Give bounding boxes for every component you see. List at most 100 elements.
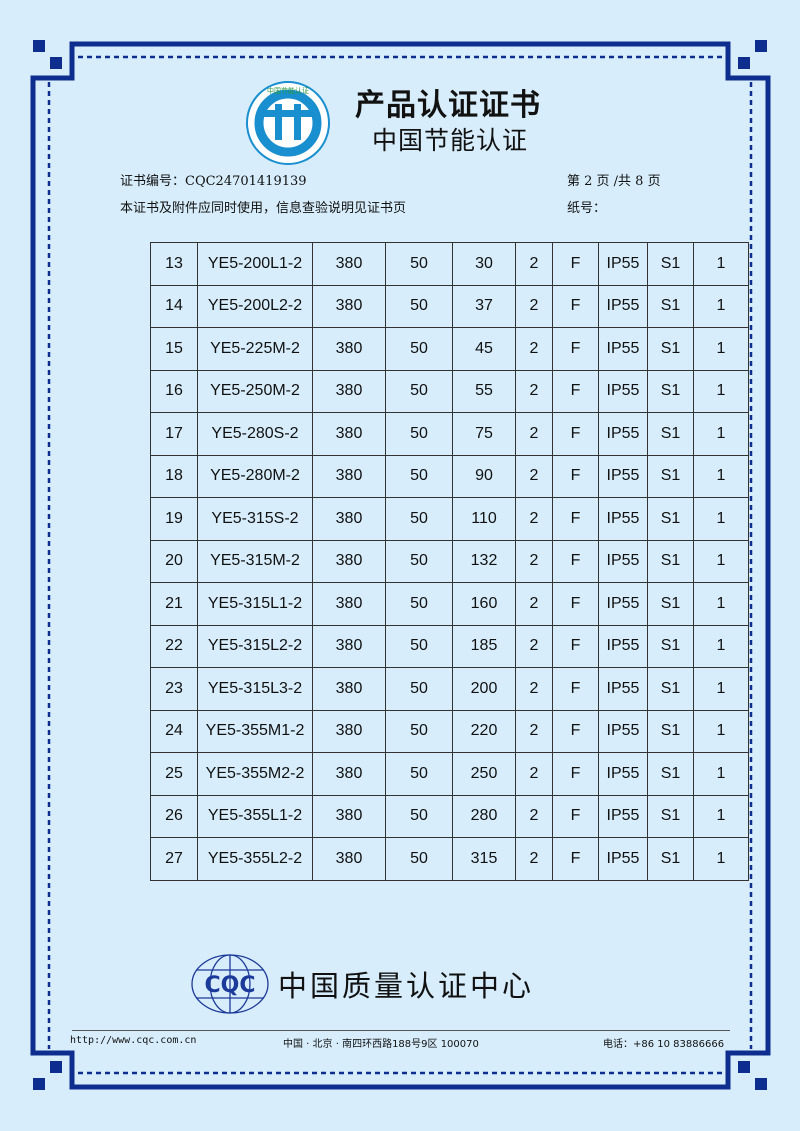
table-cell: IP55	[598, 412, 648, 456]
table-cell: 380	[312, 794, 386, 838]
table-cell: 2	[515, 837, 553, 881]
certificate-title: 产品认证证书	[355, 88, 541, 123]
table-cell: 15	[150, 327, 198, 371]
table-cell: S1	[647, 284, 694, 328]
table-cell: 380	[312, 539, 386, 583]
table-cell: 27	[150, 837, 198, 881]
table-cell: YE5-315L2-2	[197, 624, 313, 668]
footer-divider	[72, 1030, 730, 1031]
table-cell: F	[552, 794, 599, 838]
table-cell: 1	[693, 327, 749, 371]
table-cell: 2	[515, 369, 553, 413]
table-cell: YE5-315S-2	[197, 497, 313, 541]
table-cell: YE5-280M-2	[197, 454, 313, 498]
table-cell: IP55	[598, 454, 648, 498]
table-cell: 21	[150, 582, 198, 626]
energy-conservation-logo: 中国节能认证	[246, 81, 330, 165]
table-cell: S1	[647, 369, 694, 413]
table-cell: 200	[452, 667, 516, 711]
table-cell: IP55	[598, 369, 648, 413]
table-cell: YE5-200L1-2	[197, 242, 313, 286]
table-row: 13 YE5-200L1-2 380 50 30 2 F IP55 S1 1	[150, 242, 749, 286]
table-cell: 250	[452, 752, 516, 796]
table-cell: F	[552, 667, 599, 711]
table-cell: S1	[647, 582, 694, 626]
table-cell: S1	[647, 752, 694, 796]
table-cell: 50	[385, 369, 453, 413]
phone: 电话：+86 10 83886666	[603, 1039, 725, 1050]
table-cell: S1	[647, 327, 694, 371]
table-cell: YE5-355L1-2	[197, 794, 313, 838]
table-cell: 14	[150, 284, 198, 328]
table-cell: 50	[385, 667, 453, 711]
table-row: 19 YE5-315S-2 380 50 110 2 F IP55 S1 1	[150, 497, 749, 541]
table-cell: 280	[452, 794, 516, 838]
table-cell: YE5-250M-2	[197, 369, 313, 413]
table-cell: 380	[312, 369, 386, 413]
table-cell: 20	[150, 539, 198, 583]
table-cell: F	[552, 284, 599, 328]
table-cell: 220	[452, 709, 516, 753]
table-cell: 50	[385, 497, 453, 541]
table-cell: YE5-355L2-2	[197, 837, 313, 881]
website-link[interactable]: http://www.cqc.com.cn	[70, 1035, 197, 1046]
table-cell: 1	[693, 624, 749, 668]
table-row: 21 YE5-315L1-2 380 50 160 2 F IP55 S1 1	[150, 582, 749, 626]
table-cell: 50	[385, 242, 453, 286]
table-cell: 50	[385, 454, 453, 498]
table-cell: 380	[312, 709, 386, 753]
cqc-logo: CQC	[191, 954, 269, 1014]
table-cell: YE5-315L1-2	[197, 582, 313, 626]
table-row: 14 YE5-200L2-2 380 50 37 2 F IP55 S1 1	[150, 284, 749, 328]
table-cell: F	[552, 582, 599, 626]
certificate-subtitle: 中国节能认证	[372, 126, 529, 155]
table-cell: IP55	[598, 327, 648, 371]
table-cell: 50	[385, 284, 453, 328]
table-cell: IP55	[598, 837, 648, 881]
table-cell: 110	[452, 497, 516, 541]
table-cell: IP55	[598, 794, 648, 838]
table-cell: 160	[452, 582, 516, 626]
table-cell: 1	[693, 497, 749, 541]
table-cell: 380	[312, 624, 386, 668]
table-cell: IP55	[598, 242, 648, 286]
table-cell: 2	[515, 284, 553, 328]
table-cell: 1	[693, 412, 749, 456]
table-cell: 13	[150, 242, 198, 286]
page-info: 第 2 页 /共 8 页	[567, 174, 661, 189]
table-row: 23 YE5-315L3-2 380 50 200 2 F IP55 S1 1	[150, 667, 749, 711]
table-cell: YE5-355M2-2	[197, 752, 313, 796]
table-cell: 2	[515, 497, 553, 541]
table-cell: F	[552, 454, 599, 498]
table-cell: 2	[515, 327, 553, 371]
table-cell: S1	[647, 624, 694, 668]
logo-text-top: 中国节能认证	[267, 86, 309, 95]
table-cell: 2	[515, 667, 553, 711]
table-cell: 380	[312, 667, 386, 711]
table-cell: 26	[150, 794, 198, 838]
table-cell: F	[552, 752, 599, 796]
table-cell: S1	[647, 242, 694, 286]
table-cell: 1	[693, 454, 749, 498]
table-cell: 1	[693, 242, 749, 286]
table-cell: F	[552, 497, 599, 541]
table-cell: 22	[150, 624, 198, 668]
org-name: 中国质量认证中心	[278, 969, 535, 1003]
table-cell: F	[552, 327, 599, 371]
table-cell: S1	[647, 539, 694, 583]
table-row: 18 YE5-280M-2 380 50 90 2 F IP55 S1 1	[150, 454, 749, 498]
table-cell: 50	[385, 624, 453, 668]
table-cell: F	[552, 539, 599, 583]
table-cell: 380	[312, 582, 386, 626]
table-row: 25 YE5-355M2-2 380 50 250 2 F IP55 S1 1	[150, 752, 749, 796]
table-cell: IP55	[598, 752, 648, 796]
table-cell: 90	[452, 454, 516, 498]
table-cell: 50	[385, 752, 453, 796]
table-cell: 380	[312, 837, 386, 881]
table-cell: 2	[515, 454, 553, 498]
table-cell: 2	[515, 709, 553, 753]
table-cell: 1	[693, 667, 749, 711]
table-cell: 2	[515, 539, 553, 583]
table-cell: 380	[312, 497, 386, 541]
table-cell: 50	[385, 539, 453, 583]
